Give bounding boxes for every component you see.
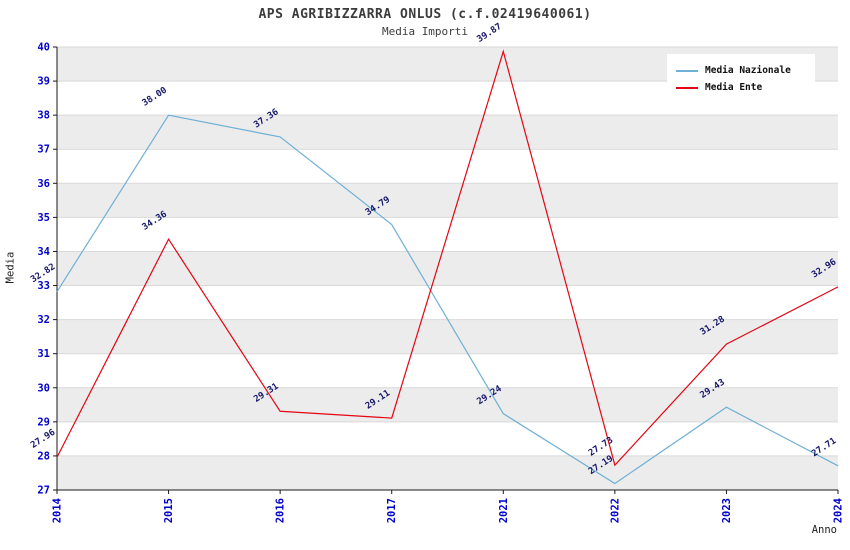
chart-title: APS AGRIBIZZARRA ONLUS (c.f.02419640061) bbox=[258, 7, 592, 22]
legend: Media Nazionale Media Ente bbox=[667, 54, 815, 104]
y-tick-label: 35 bbox=[37, 212, 50, 224]
axis-frame bbox=[56, 47, 838, 491]
y-tick-label: 30 bbox=[37, 382, 50, 394]
band-stripes bbox=[57, 47, 838, 490]
point-value-label: 38.00 bbox=[141, 86, 169, 109]
x-tick-label: 2016 bbox=[275, 498, 287, 523]
x-tick-label: 2023 bbox=[721, 498, 733, 523]
x-tick-label: 2014 bbox=[52, 498, 64, 523]
y-tick-label: 32 bbox=[37, 314, 50, 326]
y-tick-label: 27 bbox=[37, 485, 50, 497]
y-tick-label: 40 bbox=[37, 42, 50, 54]
y-tick-label: 38 bbox=[37, 110, 50, 122]
y-tick-label: 37 bbox=[37, 144, 50, 156]
series-line-media-ente bbox=[56, 49, 839, 467]
legend-item-media-ente: Media Ente bbox=[676, 80, 806, 95]
series-line-media-nazionale bbox=[56, 114, 839, 485]
y-axis-title: Media bbox=[4, 251, 17, 284]
legend-item-media-nazionale: Media Nazionale bbox=[676, 63, 806, 78]
y-tick-label: 34 bbox=[37, 246, 50, 258]
legend-label-media-nazionale: Media Nazionale bbox=[705, 65, 791, 76]
x-tick-label: 2024 bbox=[833, 498, 845, 523]
x-tick-label: 2022 bbox=[609, 498, 621, 523]
x-tick-label: 2021 bbox=[498, 498, 510, 523]
y-tick-label: 28 bbox=[37, 450, 50, 462]
x-axis-title: Anno bbox=[811, 524, 837, 536]
y-tick-label: 29 bbox=[37, 416, 50, 428]
y-tick-label: 33 bbox=[37, 280, 50, 292]
y-tick-label: 39 bbox=[37, 76, 50, 88]
y-tick-labels: 27 28 29 30 31 32 33 34 35 36 37 38 39 40 bbox=[37, 42, 57, 497]
legend-line-sample-blue bbox=[676, 69, 698, 72]
legend-label-media-ente: Media Ente bbox=[705, 82, 763, 93]
x-tick-labels: 2014 2015 2016 2017 2021 2022 2023 2024 bbox=[52, 490, 845, 523]
chart-subtitle: Media Importi bbox=[381, 25, 469, 38]
x-tick-label: 2015 bbox=[163, 498, 175, 523]
legend-line-sample-red bbox=[676, 86, 698, 89]
y-tick-label: 36 bbox=[37, 178, 50, 190]
y-tick-label: 31 bbox=[37, 348, 50, 360]
x-tick-label: 2017 bbox=[386, 498, 398, 523]
point-value-label: 27.96 bbox=[29, 428, 57, 451]
point-value-label: 27.73 bbox=[587, 435, 615, 458]
